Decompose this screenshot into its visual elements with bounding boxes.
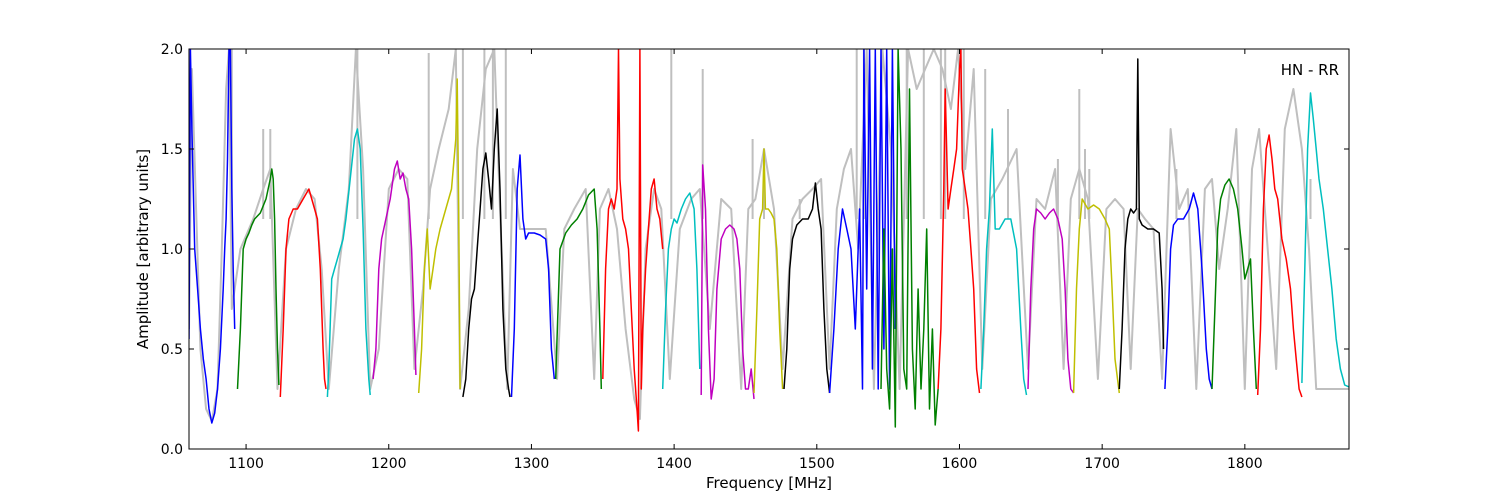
chart-annotation: HN - RR	[1281, 61, 1339, 79]
series-line-9	[602, 49, 664, 432]
axes: 1100 1200 1300 1400 1500 1600 1700 1800 0.0 0.5 1.…	[161, 42, 1350, 472]
series-line-6	[462, 108, 511, 398]
series-line-4	[372, 160, 417, 380]
series-line-22	[1211, 178, 1258, 390]
series-line-24	[1301, 92, 1349, 388]
x-tick-label-7: 1800	[1227, 456, 1263, 472]
x-tick-label-6: 1700	[1084, 456, 1120, 472]
series-line-10	[661, 192, 701, 390]
series-line-15	[880, 49, 939, 428]
x-tick-label-0: 1100	[228, 456, 264, 472]
x-tick-label-5: 1600	[942, 456, 978, 472]
series-line-0	[189, 49, 236, 424]
y-tick-label-1: 0.5	[161, 342, 183, 358]
series-line-11	[700, 164, 755, 400]
series-line-21	[1164, 192, 1213, 390]
series-line-2	[279, 188, 327, 398]
x-tick-label-3: 1400	[656, 456, 692, 472]
y-tick-label-4: 2.0	[161, 42, 183, 58]
series-line-16	[937, 49, 981, 394]
series-line-5	[417, 78, 461, 394]
series-line-17	[980, 128, 1028, 396]
x-axis-label: Frequency [MHz]	[706, 474, 832, 492]
series-line-1	[236, 168, 280, 390]
x-tick-label-4: 1500	[799, 456, 835, 472]
series-line-8	[554, 188, 603, 390]
plot-area	[189, 49, 1349, 432]
series-line-13	[783, 182, 831, 394]
x-tick-label-2: 1300	[514, 456, 550, 472]
y-tick-label-0: 0.0	[161, 442, 183, 458]
y-axis-label: Amplitude [arbitrary units]	[134, 149, 152, 349]
series-line-23	[1256, 134, 1303, 398]
series-line-12	[753, 148, 784, 394]
series-line-7	[510, 154, 556, 398]
y-tick-label-3: 1.5	[161, 142, 183, 158]
series-line-18	[1027, 208, 1075, 394]
series-line-19	[1072, 198, 1121, 394]
series-line-3	[326, 128, 371, 398]
y-tick-label-2: 1.0	[161, 242, 183, 258]
x-tick-label-1: 1200	[371, 456, 407, 472]
series-line-14	[828, 49, 897, 394]
series-line-20	[1118, 58, 1165, 390]
